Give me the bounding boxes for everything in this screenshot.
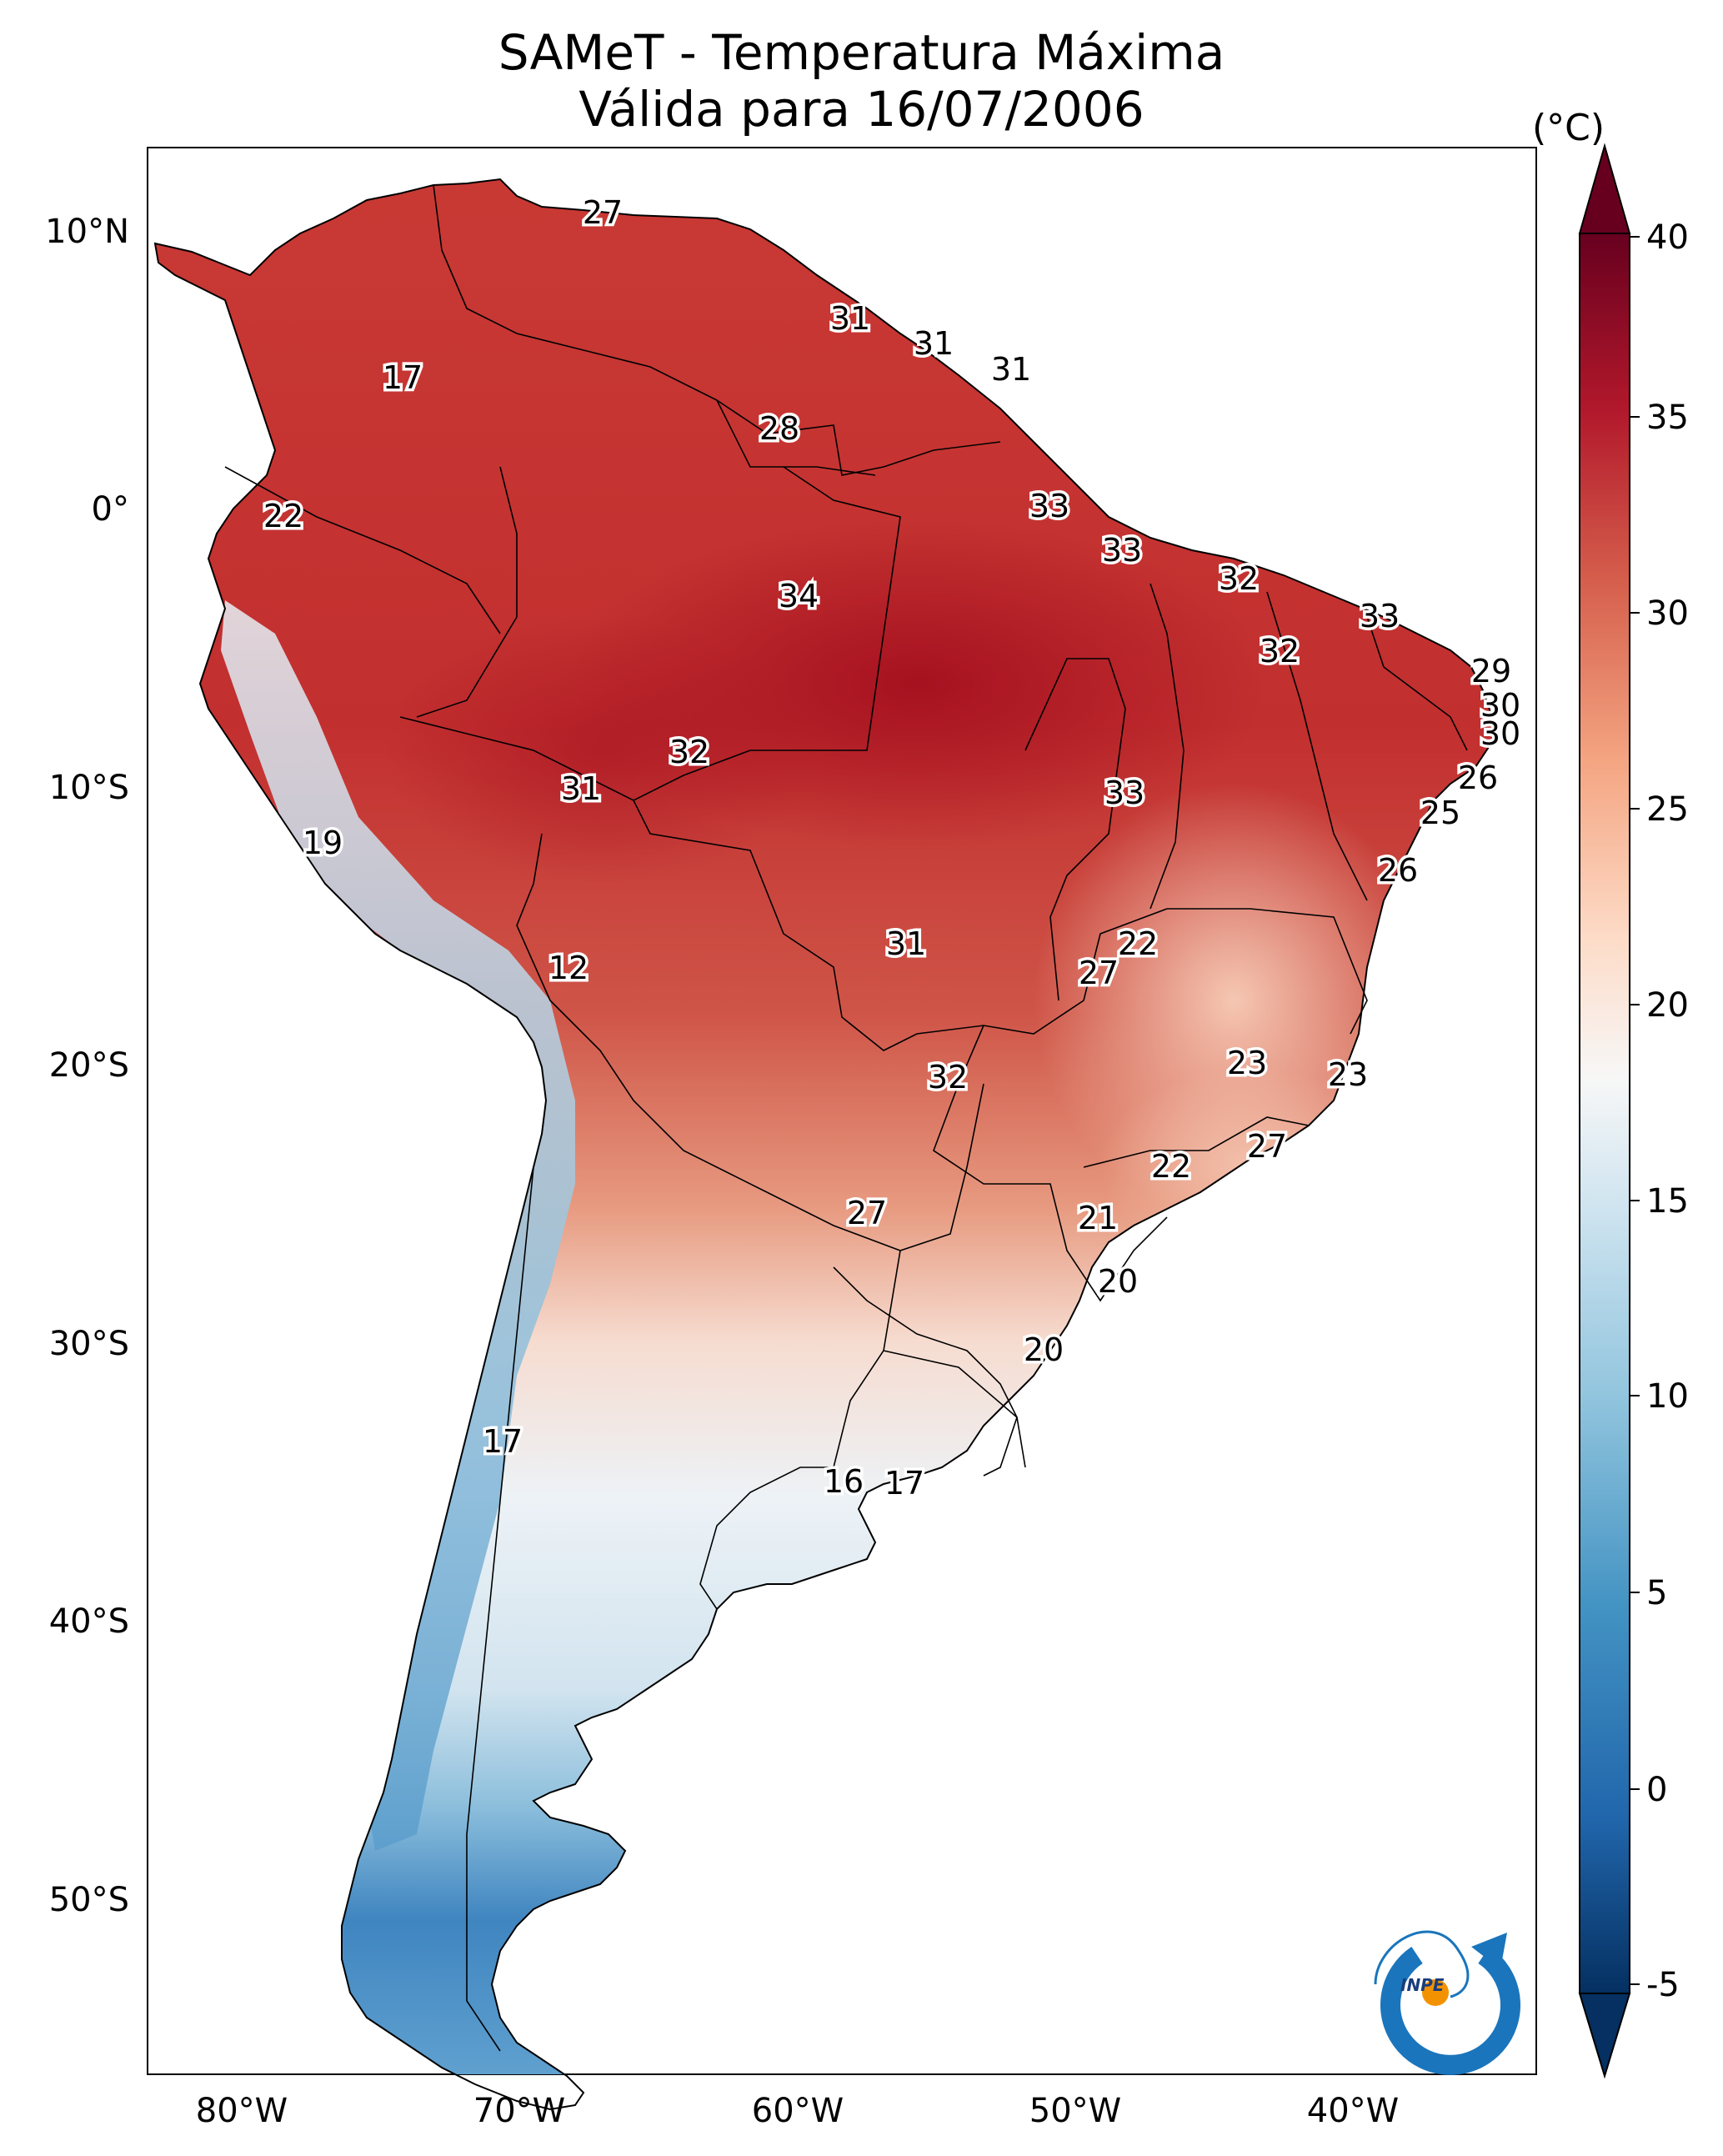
value-label: 27 [583, 194, 623, 231]
value-label: 31 [561, 770, 601, 807]
colorbar-tick: -5 [1646, 1966, 1680, 2004]
value-label: 31 [914, 325, 954, 362]
value-label: 32 [1260, 633, 1300, 669]
value-label: 32 [1219, 560, 1259, 597]
country-borders [224, 184, 1468, 2052]
colorbar-unit: (°C) [1532, 107, 1605, 149]
value-label: 30 [1480, 687, 1520, 724]
value-label: 32 [669, 734, 709, 770]
chart-title: SAMeT - Temperatura Máxima [498, 24, 1225, 81]
lon-label: 70°W [473, 2092, 565, 2130]
value-label: 17 [383, 359, 423, 396]
value-label: 27 [847, 1195, 887, 1231]
value-label: 33 [1029, 488, 1069, 524]
value-label: 34 [779, 578, 819, 614]
value-label: 12 [548, 950, 589, 986]
value-label: 29 [1471, 653, 1511, 689]
value-label: 31 [991, 351, 1031, 388]
colorbar-tick: 5 [1646, 1574, 1667, 1612]
colorbar-tick: 30 [1646, 594, 1689, 633]
colorbar-tick: 10 [1646, 1377, 1689, 1416]
colorbar-tick: 35 [1646, 399, 1689, 437]
value-label: 27 [1247, 1128, 1287, 1165]
value-label: 22 [1151, 1148, 1191, 1185]
value-label: 32 [928, 1059, 968, 1096]
colorbar-tick: 40 [1646, 218, 1689, 257]
value-label: 17 [483, 1423, 523, 1460]
colorbar-tick: 20 [1646, 986, 1689, 1025]
lon-label: 60°W [752, 2092, 844, 2130]
value-label: 22 [263, 498, 303, 534]
inpe-logo: INPE [1374, 1930, 1520, 2075]
station-labels: 27 31 31 31 17 28 22 33 33 32 34 33 32 2… [260, 192, 1523, 1505]
value-label: 33 [1104, 775, 1144, 811]
lat-label: 10°S [49, 769, 129, 807]
value-label: 30 [1480, 715, 1520, 752]
value-label: 26 [1458, 760, 1498, 796]
logo-text: INPE [1400, 1975, 1445, 1995]
value-label: 31 [830, 300, 870, 337]
value-label: 25 [1420, 795, 1460, 831]
lat-label: 0° [92, 490, 129, 529]
value-label: 17 [884, 1465, 924, 1502]
colorbar-tick: 0 [1646, 1771, 1667, 1809]
value-label: 22 [1118, 925, 1158, 962]
value-label: 31 [886, 925, 926, 962]
value-label: 21 [1078, 1200, 1118, 1236]
lat-label: 40°S [49, 1602, 129, 1641]
value-label: 33 [1102, 532, 1142, 569]
colorbar-tick: 15 [1646, 1182, 1689, 1221]
colorbar-tick: 25 [1646, 790, 1689, 829]
chart-subtitle: Válida para 16/07/2006 [579, 81, 1144, 138]
lon-label: 40°W [1307, 2092, 1399, 2130]
lat-label: 10°N [45, 213, 129, 251]
value-label: 16 [824, 1463, 864, 1500]
lat-label: 30°S [49, 1325, 129, 1363]
value-label: 20 [1098, 1263, 1138, 1300]
lat-label: 50°S [49, 1881, 129, 1919]
latitude-axis: 10°N 0° 10°S 20°S 30°S 40°S 50°S [45, 213, 129, 1919]
lon-label: 50°W [1029, 2092, 1121, 2130]
lon-label: 80°W [196, 2092, 288, 2130]
value-label: 26 [1378, 852, 1418, 889]
lat-label: 20°S [49, 1046, 129, 1085]
value-label: 27 [1079, 955, 1119, 991]
value-label: 23 [1227, 1045, 1267, 1081]
value-label: 23 [1328, 1056, 1368, 1093]
value-label: 28 [759, 410, 799, 447]
longitude-axis: 80°W 70°W 60°W 50°W 40°W [196, 2092, 1399, 2130]
value-label: 19 [303, 825, 343, 861]
value-label: 20 [1024, 1331, 1064, 1368]
value-label: 33 [1360, 598, 1400, 634]
colorbar: 40 35 30 25 20 15 10 5 0 -5 [1578, 143, 1689, 2079]
